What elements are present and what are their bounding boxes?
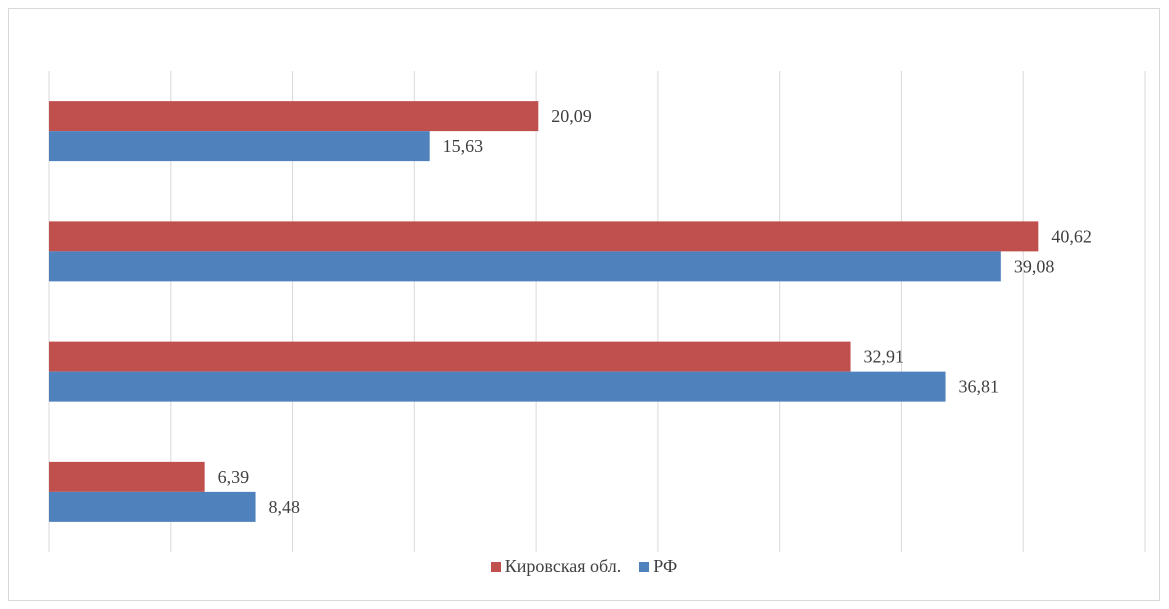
data-label: 36,81 (959, 377, 1000, 397)
bar-chart: 20,09 15,63 40,62 39,08 32,91 36,81 6,39 8,48 (48, 71, 1146, 552)
legend-swatch-rf (639, 561, 650, 572)
data-label: 39,08 (1014, 256, 1055, 276)
bar-rf-1 (49, 251, 1001, 282)
data-labels: 20,09 15,63 40,62 39,08 32,91 36,81 6,39 8,48 (218, 106, 1092, 517)
bar-kirov-0 (49, 101, 539, 132)
bar-kirov-3 (49, 461, 205, 492)
bar-kirov-2 (49, 341, 851, 372)
legend-label-rf: РФ (653, 556, 678, 576)
data-label: 40,62 (1051, 226, 1092, 246)
data-label: 20,09 (551, 106, 592, 126)
data-label: 6,39 (218, 467, 250, 487)
data-label: 15,63 (443, 136, 484, 156)
legend-swatch-kirov (490, 561, 501, 572)
data-label: 8,48 (269, 497, 301, 517)
bar-kirov-1 (49, 221, 1039, 252)
legend-item-kirov: Кировская обл. (490, 556, 622, 577)
bar-rf-0 (49, 131, 430, 162)
data-label: 32,91 (864, 347, 905, 367)
chart-frame: 20,09 15,63 40,62 39,08 32,91 36,81 6,39 8,48 К… (8, 8, 1160, 601)
legend: Кировская обл. РФ (9, 556, 1159, 577)
legend-label-kirov: Кировская обл. (504, 556, 622, 576)
bars (49, 101, 1039, 522)
bar-rf-2 (49, 371, 946, 402)
legend-item-rf: РФ (639, 556, 677, 577)
bar-rf-3 (49, 491, 256, 522)
